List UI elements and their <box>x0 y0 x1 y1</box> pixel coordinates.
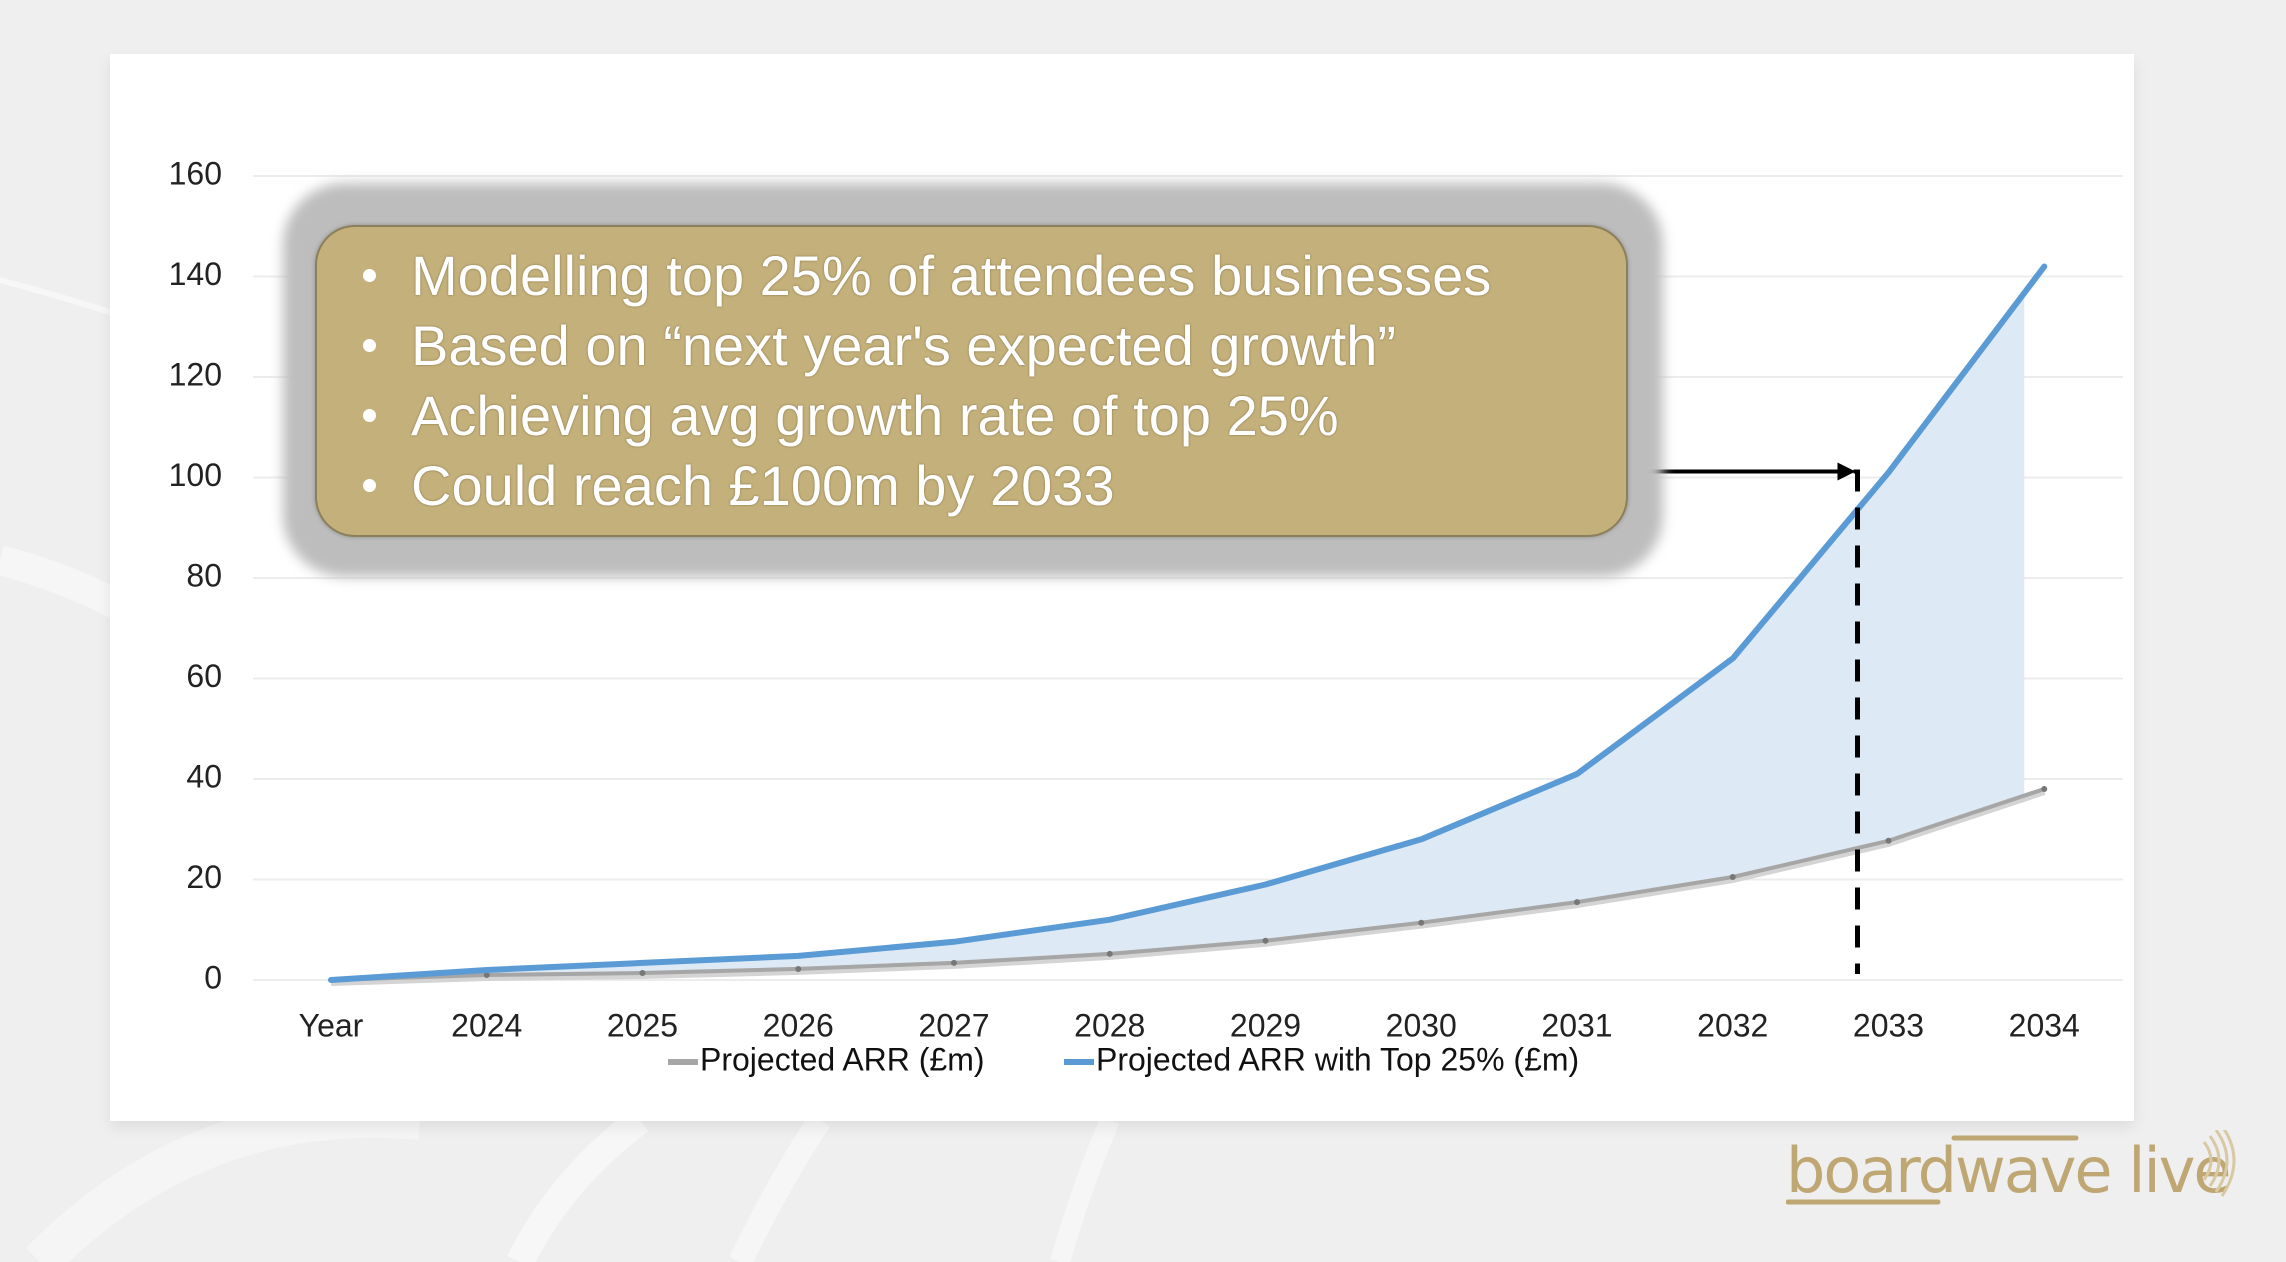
boardwave-live-logo: boardwave live <box>1786 1130 2236 1207</box>
x-tick-label: 2034 <box>2009 1007 2080 1043</box>
x-tick-label: 2030 <box>1386 1007 1457 1043</box>
callout-bullet: Modelling top 25% of attendees businesse… <box>363 241 1628 311</box>
y-tick-label: 100 <box>169 457 222 493</box>
callout-bullet-text: Modelling top 25% of attendees businesse… <box>411 244 1492 307</box>
callout-bullet-text: Achieving avg growth rate of top 25% <box>411 384 1339 447</box>
x-tick-label: 2028 <box>1074 1007 1145 1043</box>
bullet-dot-icon <box>363 479 376 492</box>
x-tick-label: 2031 <box>1541 1007 1612 1043</box>
y-tick-label: 160 <box>169 155 222 191</box>
series-grey-marker <box>1574 899 1580 906</box>
bullet-dot-icon <box>363 269 376 282</box>
bullet-dot-icon <box>363 409 376 422</box>
series-grey-marker <box>483 971 490 978</box>
y-tick-label: 120 <box>169 356 222 392</box>
x-tick-label: 2025 <box>607 1007 678 1043</box>
callout-bullet-text: Based on “next year's expected growth” <box>411 314 1397 377</box>
series-grey-marker <box>951 959 957 966</box>
series-line-projected-arr-top25 <box>328 263 2048 983</box>
logo-text: boardwave live <box>1786 1134 2230 1207</box>
y-tick-label: 20 <box>186 859 222 895</box>
legend-label-projected-arr-top25: Projected ARR with Top 25% (£m) <box>1096 1041 1579 1077</box>
x-tick-label: 2029 <box>1230 1007 1301 1043</box>
series-grey-marker <box>1729 873 1736 880</box>
series-grey-marker <box>1106 950 1113 957</box>
y-tick-label: 80 <box>186 557 222 593</box>
x-tick-label: 2033 <box>1853 1007 1924 1043</box>
x-tick-label: 2032 <box>1697 1007 1768 1043</box>
bullet-dot-icon <box>363 339 376 352</box>
series-grey-marker <box>2041 786 2048 793</box>
callout-bullet-list: Modelling top 25% of attendees businesse… <box>363 241 1628 521</box>
callout-arrow-head <box>1837 462 1856 481</box>
x-tick-label: 2024 <box>451 1007 522 1043</box>
series-grey-marker <box>1418 919 1425 926</box>
series-grey-marker <box>1262 937 1269 944</box>
callout-bullet: Achieving avg growth rate of top 25% <box>363 381 1628 451</box>
series-line-projected-arr <box>330 787 2045 982</box>
y-tick-label: 0 <box>204 959 222 995</box>
growth-gap-area <box>331 292 2025 980</box>
series-grey-marker <box>1885 837 1892 844</box>
callout-bullet: Based on “next year's expected growth” <box>363 311 1628 381</box>
y-tick-label: 60 <box>186 658 222 694</box>
legend: Projected ARR (£m) Projected ARR with To… <box>668 1041 1579 1077</box>
callout-bullet: Could reach £100m by 2033 <box>363 451 1628 521</box>
x-tick-label: Year <box>299 1007 364 1043</box>
y-tick-label: 140 <box>169 256 222 292</box>
callout-bullet-text: Could reach £100m by 2033 <box>411 454 1115 517</box>
y-tick-label: 40 <box>186 758 222 794</box>
x-tick-label: 2026 <box>763 1007 834 1043</box>
signal-waves-icon <box>2202 1130 2236 1197</box>
legend-label-projected-arr: Projected ARR (£m) <box>700 1041 985 1077</box>
series-grey-marker <box>795 965 802 972</box>
callout-box: Modelling top 25% of attendees businesse… <box>315 225 1628 537</box>
x-tick-label: 2027 <box>918 1007 989 1043</box>
series-grey-marker <box>639 969 646 976</box>
